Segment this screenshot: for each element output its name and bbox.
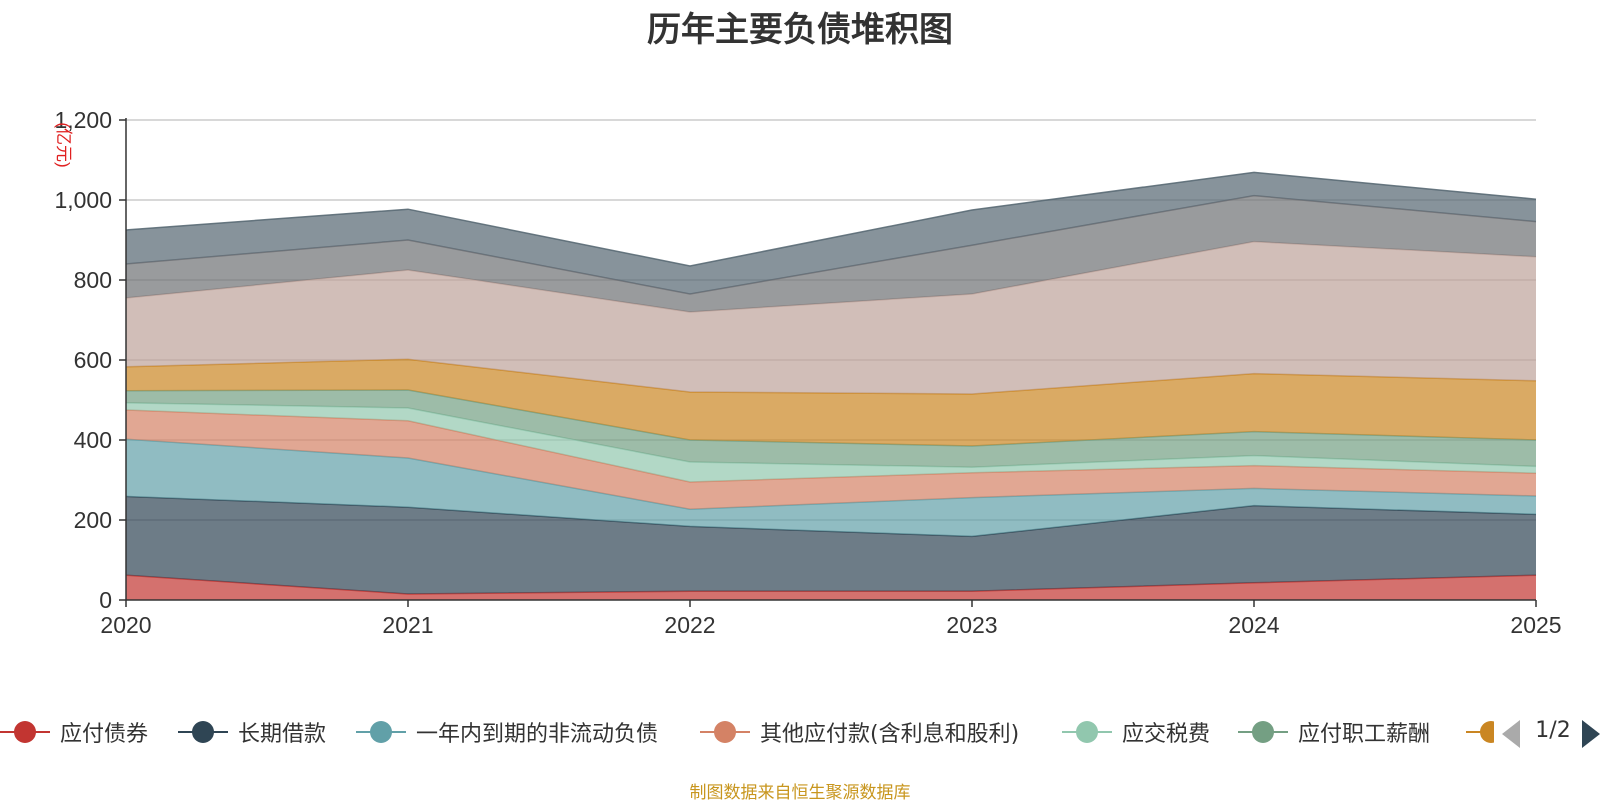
legend-label: 应付债券 [60, 722, 149, 747]
x-tick-label: 2024 [1228, 612, 1279, 638]
x-tick-label: 2021 [382, 612, 433, 638]
chart-title: 历年主要负债堆积图 [647, 10, 953, 50]
legend-label: 一年内到期的非流动负债 [416, 722, 659, 747]
area-10[interactable] [126, 172, 1536, 294]
legend-label: 应交税费 [1122, 722, 1211, 747]
area-2[interactable] [126, 496, 1536, 594]
area-4[interactable] [126, 410, 1536, 510]
y-tick-label: 800 [74, 267, 112, 293]
y-tick-label: 1,000 [54, 187, 112, 213]
area-6[interactable] [126, 390, 1536, 468]
axes: 0 200 400 600 800 1,000 1,200 2020 2021 2022 2023 2… [54, 107, 1561, 638]
legend-item[interactable]: 应付职工薪酬 [1238, 712, 1430, 752]
legend-marker-icon [356, 712, 406, 752]
legend-prev-page-icon[interactable] [1502, 720, 1520, 748]
legend-marker-icon [0, 712, 50, 752]
legend-marker-icon [700, 712, 750, 752]
area-7[interactable] [126, 359, 1536, 446]
legend-pager: 1/2 [1494, 712, 1600, 752]
legend-page-indicator: 1/2 [1535, 718, 1571, 743]
legend-marker-icon [1238, 712, 1288, 752]
source-note: 制图数据来自恒生聚源数据库 [689, 783, 911, 803]
y-tick-label: 0 [99, 587, 112, 613]
legend-label: 长期借款 [238, 722, 327, 747]
y-tick-label: 200 [74, 507, 112, 533]
legend-label: 应付职工薪酬 [1298, 722, 1431, 747]
legend-item[interactable]: 其他应付款(含利息和股利) [700, 712, 1019, 752]
area-9[interactable] [126, 195, 1536, 312]
legend-marker-icon [1062, 712, 1112, 752]
legend-label: 其他应付款(含利息和股利) [760, 722, 1020, 747]
legend-item[interactable]: 应付债券 [0, 712, 148, 752]
area-5[interactable] [126, 402, 1536, 482]
y-tick-label: 1,200 [54, 107, 112, 133]
x-tick-label: 2022 [664, 612, 715, 638]
area-8[interactable] [126, 241, 1536, 394]
legend-item[interactable]: 长期借款 [178, 712, 326, 752]
x-tick-label: 2020 [100, 612, 151, 638]
x-tick-label: 2023 [946, 612, 997, 638]
y-tick-label: 400 [74, 427, 112, 453]
legend-item[interactable]: 一年内到期的非流动负债 [356, 712, 658, 752]
legend: 应付债券 长期借款 一年内到期的非流动负债 其他应付款(含利息和股利) 应交税费 应付职工… [0, 712, 1600, 752]
y-tick-label: 600 [74, 347, 112, 373]
legend-item[interactable]: 应交税费 [1062, 712, 1210, 752]
legend-marker-icon [178, 712, 228, 752]
y-axis-unit-label: (亿元) [54, 122, 73, 167]
x-tick-label: 2025 [1510, 612, 1561, 638]
legend-next-page-icon[interactable] [1582, 720, 1600, 748]
area-series-layer [125, 171, 1537, 600]
area-edge-10 [125, 171, 1537, 267]
area-3[interactable] [126, 439, 1536, 537]
